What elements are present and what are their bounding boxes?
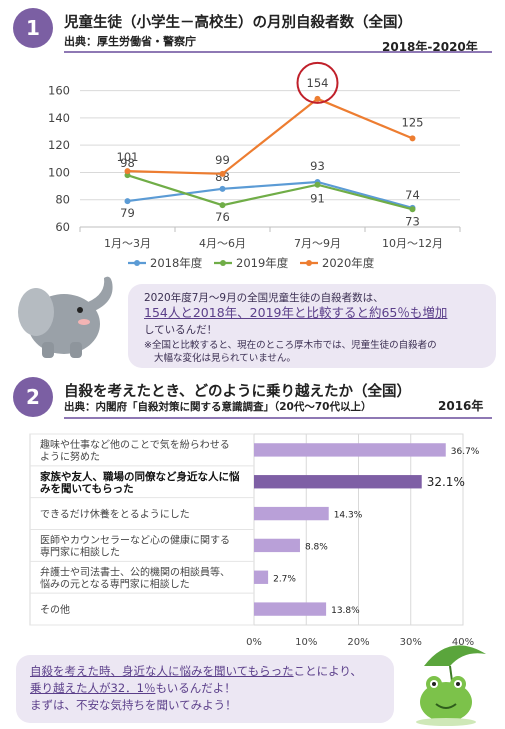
x-tick-label: 10月～12月 [382,237,443,250]
y-tick-label: 60 [55,220,70,234]
bar-value-label: 32.1% [427,475,465,489]
bubble-2-line-1: 自殺を考えた時、身近な人に悩みを聞いてもらったことにより、 [30,663,362,679]
x-tick-label: 1月～3月 [104,237,151,250]
data-label: 101 [117,150,139,164]
bar-value-label: 13.8% [331,606,360,616]
bubble-1-note-1: ※全国と比較すると、現在のところ厚木市では、児童生徒の自殺者の [144,340,437,351]
category-label: みを聞いてもらった [40,483,134,495]
series-line-2 [127,174,413,211]
y-tick-label: 140 [48,111,70,125]
y-tick-label: 160 [48,84,70,98]
section-2-title: 自殺を考えたとき、どのように乗り越えたか（全国） [64,384,411,400]
bubble-2-line-1-underlined: 自殺を考えた時、身近な人に悩みを聞いてもらった [30,664,294,678]
bar-value-label: 36.7% [451,447,480,457]
elephant-illustration [18,276,113,358]
frog-illustration [416,645,486,726]
legend-label: 2018年度 [150,256,203,270]
section-1-rule [64,51,492,53]
y-tick-label: 120 [48,138,70,152]
data-point [409,135,416,142]
bar-value-label: 8.8% [305,542,328,552]
data-point [219,202,226,209]
bar [254,506,329,521]
x-tick-label: 0% [246,637,262,645]
bubble-2-line-2-underlined: 乗り越えた人が32．1％ [30,681,156,695]
data-point [314,95,321,102]
bubble-2-line-2-rest: もいるんだよ！ [155,681,236,695]
section-2-rule [64,417,492,419]
section-2-source: 出典：内閣府「自殺対策に関する意識調査」（20代～70代以上） [64,401,372,413]
x-tick-label: 30% [400,637,422,645]
series-line-3 [127,97,413,175]
section-1-years: 2018年-2020年 [382,40,478,54]
data-label: 93 [310,159,325,173]
data-label: 79 [120,206,135,220]
data-label: 74 [405,188,420,202]
bar [254,538,300,553]
data-point [409,206,416,213]
data-label: 125 [402,115,424,129]
bubble-1-line-2: 154人と2018年、2019年と比較すると約65％も増加 [144,305,448,320]
data-point [219,185,226,192]
category-label: 悩みの元となる専門家に相談した [40,577,190,590]
y-tick-label: 80 [55,193,70,207]
data-label: 91 [310,192,325,206]
data-point [219,170,226,177]
data-label: 99 [215,153,230,167]
category-label: 趣味や仕事など他のことで気を紛らわせる [40,438,230,451]
series-line-1 [127,180,413,209]
section-1-badge: 1 [13,8,53,48]
data-label: 73 [405,214,420,228]
category-label: 家族や友人、職場の同僚など身近な人に悩 [40,470,240,483]
bar [254,443,446,457]
legend-label: 2019年度 [236,256,289,270]
data-point [314,181,321,188]
bubble-1-line-1: 2020年度7月～9月の全国児童生徒の自殺者数は、 [144,292,384,304]
bubble-1-line-3: しているんだ！ [144,324,218,336]
bubble-1-note-2: 大幅な変化は見られていません。 [154,353,296,364]
section-2-badge: 2 [13,377,53,417]
legend-marker [306,260,312,266]
x-tick-label: 7月～9月 [294,237,341,250]
bar [254,570,269,584]
data-label: 76 [215,210,230,224]
x-tick-label: 20% [347,637,369,645]
category-label: その他 [40,603,70,616]
x-tick-label: 4月～6月 [199,237,246,250]
category-label: 専門家に相談した [40,545,120,558]
y-tick-label: 100 [48,165,70,179]
speech-bubble-1 [128,284,496,368]
data-label: 154 [307,76,329,90]
category-label: 弁護士や司法書士、公的機関の相談員等、 [40,565,230,578]
bubble-2-line-1-rest: ことにより、 [293,664,362,678]
data-point [124,198,131,205]
bubble-2-line-2: 乗り越えた人が32．1％もいるんだよ！ [30,680,236,696]
section-2-year: 2016年 [438,399,484,413]
highlight-circle [296,61,339,104]
x-tick-label: 40% [452,637,474,645]
legend-marker [220,260,226,266]
legend-marker [134,260,140,266]
line-chart: 60 80 100 120 140 160 1月～3月 4月～6月 7月～9月 10月～12月 79… [48,61,461,270]
x-tick-label: 10% [295,637,317,645]
data-label: 98 [120,156,135,170]
bar [254,475,422,489]
category-label: 医師やカウンセラーなど心の健康に関する [40,533,230,546]
data-point [124,168,131,175]
section-1-source: 出典：厚生労働省・警察庁 [64,35,196,48]
bar [254,602,327,616]
category-label: できるだけ休養をとるようにした [40,508,190,521]
legend-label: 2020年度 [322,256,375,270]
bar-value-label: 14.3% [334,511,363,521]
bubble-2-line-3: まずは、不安な気持ちを聞いてみよう！ [30,698,237,712]
section-1-title: 児童生徒（小学生－高校生）の月別自殺者数（全国） [64,15,412,31]
speech-bubble-2 [16,655,394,723]
bar-value-label: 2.7% [273,574,296,584]
category-label: ように努めた [40,450,100,463]
